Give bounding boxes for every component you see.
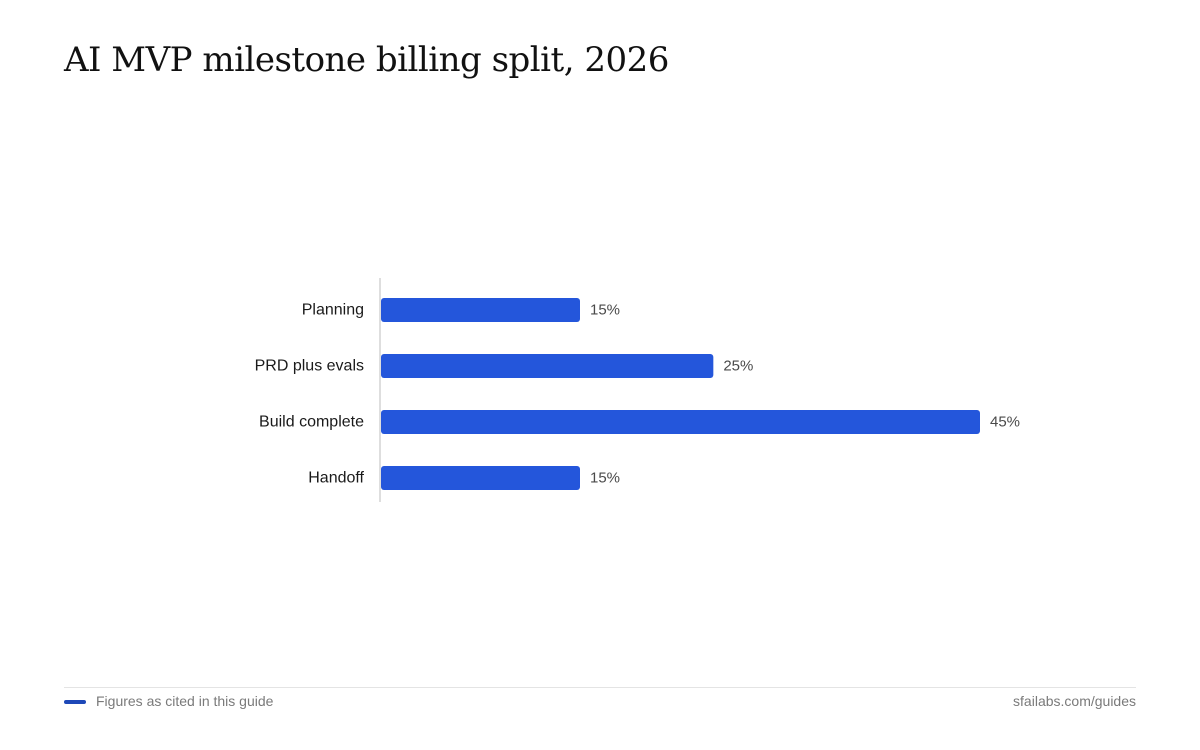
bar — [381, 298, 580, 322]
footer-source-link[interactable]: sfailabs.com/guides — [1013, 693, 1136, 709]
footer-divider — [64, 687, 1136, 688]
category-label: Handoff — [308, 470, 364, 487]
category-label: Build complete — [259, 414, 364, 431]
footer-note: Figures as cited in this guide — [96, 693, 274, 709]
data-label: 45% — [990, 414, 1020, 431]
bar — [381, 410, 980, 434]
bar — [381, 466, 580, 490]
data-label: 15% — [590, 470, 620, 487]
category-label: Planning — [302, 302, 364, 319]
footer-legend-swatch — [64, 700, 86, 704]
data-label: 15% — [590, 302, 620, 319]
chart-title: AI MVP milestone billing split, 2026 — [64, 40, 669, 80]
data-label: 25% — [723, 358, 753, 375]
category-label: PRD plus evals — [255, 358, 364, 375]
bar — [381, 354, 714, 378]
